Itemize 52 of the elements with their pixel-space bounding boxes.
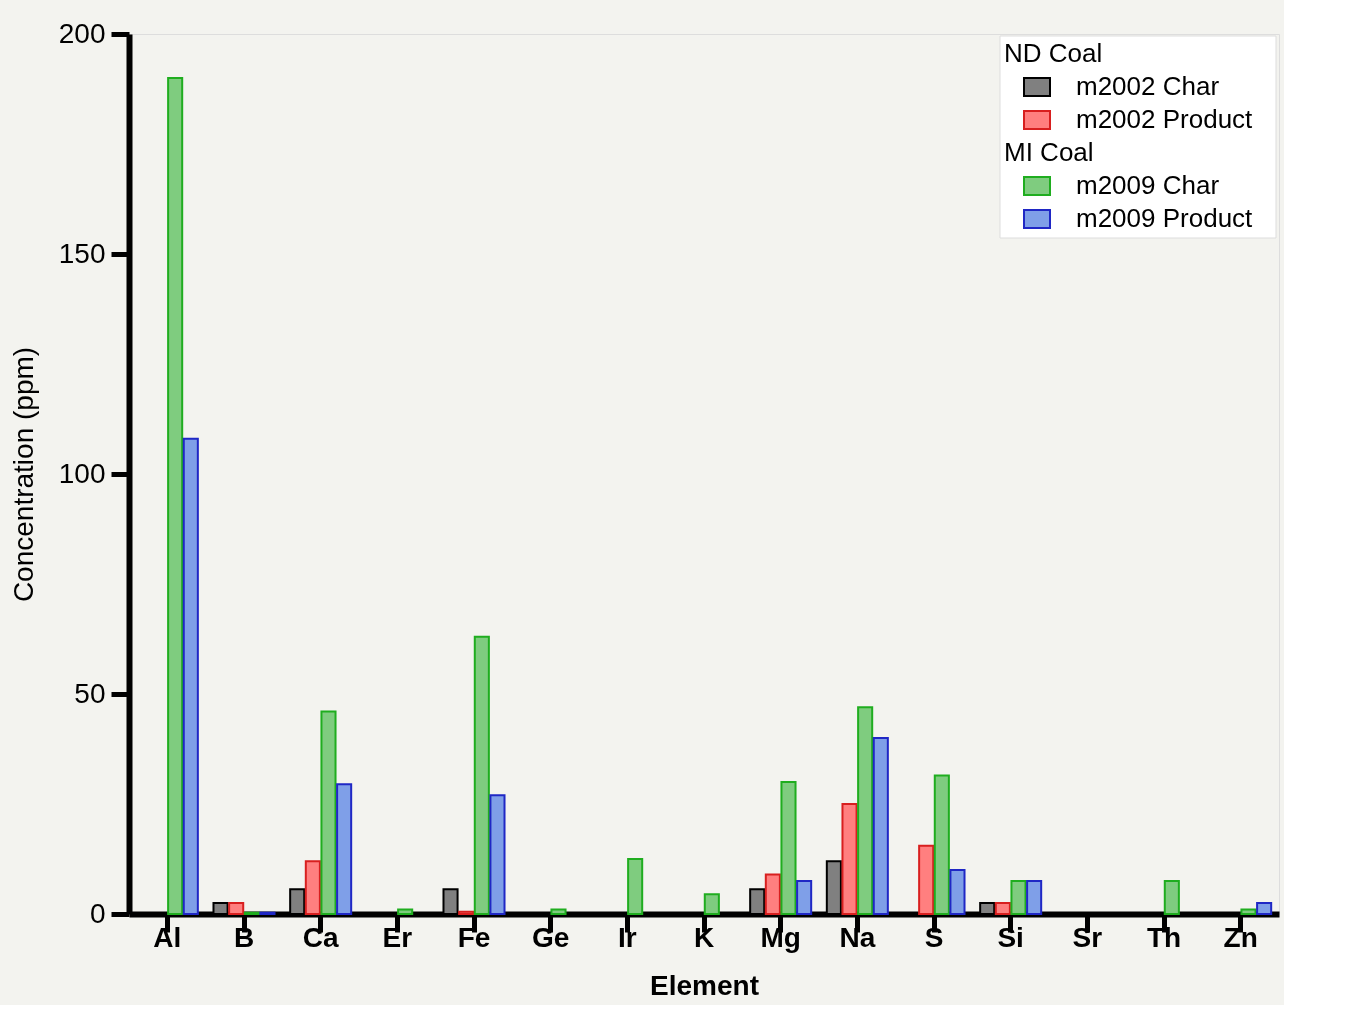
bar [1240, 908, 1257, 915]
x-tick-label: K [693, 921, 715, 953]
y-tick-label: 50 [74, 677, 106, 709]
bar [1163, 880, 1180, 915]
x-tick-label: Na [839, 921, 876, 953]
x-tick-label: Mg [760, 921, 801, 953]
bar [841, 803, 858, 915]
bar [336, 783, 353, 915]
x-tick-label: Sr [1072, 921, 1103, 953]
bar [857, 706, 874, 915]
bar [764, 873, 781, 915]
bar [796, 880, 813, 915]
bar [949, 869, 966, 915]
y-tick-label: 0 [89, 897, 106, 929]
x-tick-label: Ca [302, 921, 339, 953]
x-tick-label: Al [153, 921, 182, 953]
legend-label: m2009 Product [1076, 203, 1254, 233]
bar [703, 893, 720, 915]
bar [228, 902, 245, 915]
x-tick-label: Fe [457, 921, 491, 953]
legend-title: ND Coal [1004, 38, 1103, 68]
bar [627, 858, 644, 915]
bar [304, 860, 321, 915]
bar [473, 635, 490, 915]
bar [167, 77, 184, 915]
bar [918, 844, 935, 915]
bar [489, 794, 506, 915]
bar [1256, 902, 1273, 915]
x-tick-label: Ge [531, 921, 570, 953]
y-tick-label: 100 [58, 457, 106, 489]
annotation: MI Coal [1004, 137, 1094, 167]
x-tick-label: Ir [617, 921, 637, 953]
bar [872, 737, 889, 915]
bar [1010, 880, 1027, 915]
y-tick-label: 150 [58, 237, 106, 269]
legend-label: m2002 Product [1076, 104, 1254, 134]
x-tick-label: Th [1146, 921, 1182, 953]
bar [397, 908, 414, 915]
x-tick-label: Zn [1223, 921, 1258, 953]
legend-label: m2002 Char [1076, 71, 1220, 101]
bar [550, 908, 567, 915]
bar [320, 710, 337, 915]
legend-label: m2009 Char [1076, 170, 1220, 200]
bar [994, 902, 1011, 915]
bar [458, 910, 475, 915]
y-axis-title: Concentration (ppm) [7, 346, 39, 603]
y-tick-label: 200 [58, 17, 106, 49]
x-axis-title: Element [650, 969, 759, 1001]
bar [1026, 880, 1043, 915]
bar [933, 774, 950, 915]
bar [182, 437, 199, 915]
bar [780, 781, 797, 915]
